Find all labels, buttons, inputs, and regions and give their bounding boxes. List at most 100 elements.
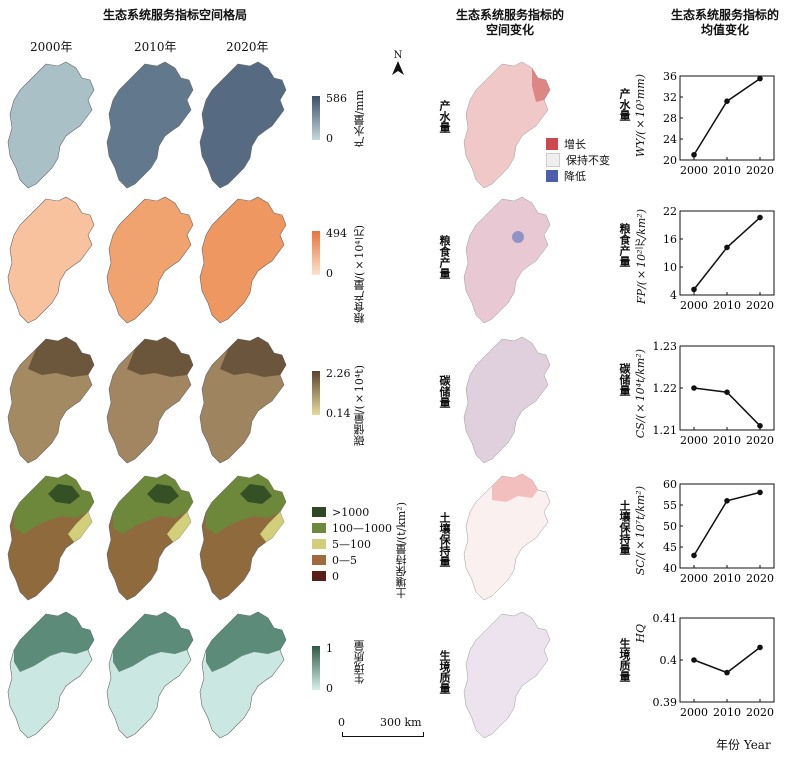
mean-change-chart-1: 4 10 16 22 2000 2010 2020 [663,205,775,312]
x-tick-label: 2000 [680,299,708,312]
sc-change-label: 土壤保持量 [438,512,451,567]
cs-change-map [463,336,551,464]
increase-label: 增长 [564,138,586,151]
data-point [691,552,697,559]
data-point [757,214,763,221]
x-tick-label: 2020 [746,572,774,585]
legend-swatch [312,507,326,517]
chart-frame [679,75,775,161]
mean-change-chart-4: 0.39 0.4 0.41 2000 2010 2020 [653,612,775,719]
change-legend-increase: 增长 [546,136,610,152]
data-point [724,389,730,395]
hq-chart-label: 生境质量 [618,638,631,682]
mean-change-title: 生态系统服务指标的 均值变化 [660,8,790,38]
cs-map-2000 [7,336,95,464]
y-tick-label: 0.4 [660,654,678,667]
chart-frame [679,210,775,296]
x-tick-label: 2010 [713,572,741,585]
fp-legend-max: 494 [326,227,347,240]
cs-legend-max: 2.26 [326,367,351,380]
fp-chart-label: 粮食产量 [618,223,631,267]
scale-bar: 0 300 km [338,716,458,740]
x-tick-label: 2010 [713,299,741,312]
y-tick-label: 4 [670,289,677,302]
hq-legend-max: 1 [326,642,333,655]
fp-legend-ramp [312,231,320,275]
decrease-label: 降低 [564,170,586,183]
data-point [724,98,730,104]
wy-change-map [463,61,551,189]
fp-change-label: 粮食产量 [438,235,451,279]
cs-change-label: 碳储量 [438,375,451,408]
spatial-change-title-line1: 生态系统服务指标的 [455,8,564,22]
data-point [757,489,763,496]
wy-legend-ramp [312,96,320,140]
x-axis-title: 年份 Year [716,738,771,752]
decrease-swatch [546,170,558,182]
legend-swatch [312,523,326,533]
x-tick-label: 2020 [746,164,774,177]
unchanged-label: 保持不变 [566,154,610,167]
cs-legend-min: 0.14 [326,407,351,420]
fp-change-map [463,196,551,324]
change-legend-decrease: 降低 [546,168,610,184]
legend-swatch [312,539,326,549]
sc-chart-ylabel: SC/(×10⁷t/km²) [634,486,647,576]
sc-legend-item: 100—1000 [312,520,392,536]
data-point [691,657,697,663]
scale-bar-distance: 300 km [380,716,422,729]
hq-legend-title: 生境质量 [353,640,366,684]
hq-legend-ramp [312,646,320,690]
y-tick-label: 0.41 [653,612,678,625]
cs-chart-label: 碳储量 [618,363,631,396]
x-tick-label: 2010 [713,164,741,177]
sc-legend-title: 土壤保持量/(t/km²) [395,502,408,599]
sc-map-2020 [199,473,287,601]
y-tick-label: 0.39 [653,696,678,709]
sc-map-2010 [106,473,194,601]
north-arrow: N [390,50,406,81]
hq-map-2000 [7,611,95,739]
y-tick-label: 36 [663,70,677,83]
legend-item-label: 5—100 [332,537,371,551]
fp-map-2010 [106,196,194,324]
scale-bar-line [342,732,424,737]
mean-change-title-line1: 生态系统服务指标的 [670,8,779,22]
scale-bar-zero: 0 [338,716,345,729]
fp-chart-ylabel: FP/(×10²元/km²) [635,209,648,304]
x-tick-label: 2020 [746,434,774,447]
legend-swatch [312,571,326,581]
y-tick-label: 50 [663,520,677,533]
year-label-2000: 2000年 [30,40,73,54]
y-tick-label: 1.21 [653,424,678,437]
sc-legend-item: 0 [312,568,392,584]
y-tick-label: 1.23 [653,340,678,353]
sc-change-map [463,473,551,601]
wy-map-2010 [106,61,194,189]
fp-legend-title: 粮食产量/(×10⁴元) [353,225,366,324]
y-tick-label: 32 [663,91,677,104]
y-tick-label: 22 [663,205,677,218]
mean-change-chart-2: 1.21 1.22 1.23 2000 2010 2020 [653,340,775,447]
y-tick-label: 55 [663,499,677,512]
y-tick-label: 10 [663,261,677,274]
mean-change-title-line2: 均值变化 [700,23,749,37]
x-tick-label: 2010 [713,706,741,719]
hq-chart-ylabel: HQ [634,624,647,643]
series-line [693,646,761,674]
sc-chart-label: 土壤保持量 [618,500,631,555]
hq-legend-min: 0 [326,682,333,695]
y-tick-label: 28 [663,112,677,125]
data-point [691,286,697,293]
data-point [757,423,763,429]
data-point [757,644,763,651]
data-point [724,498,730,504]
sc-legend-item: 0—5 [312,552,392,568]
wy-legend-min: 0 [326,132,333,145]
legend-swatch [312,555,326,565]
year-label-2010: 2010年 [134,40,177,54]
year-label-2020: 2020年 [226,40,269,54]
x-tick-label: 2020 [746,299,774,312]
cs-map-2010 [106,336,194,464]
mean-change-chart-0: 20 24 28 32 36 2000 2010 2020 [663,70,775,177]
